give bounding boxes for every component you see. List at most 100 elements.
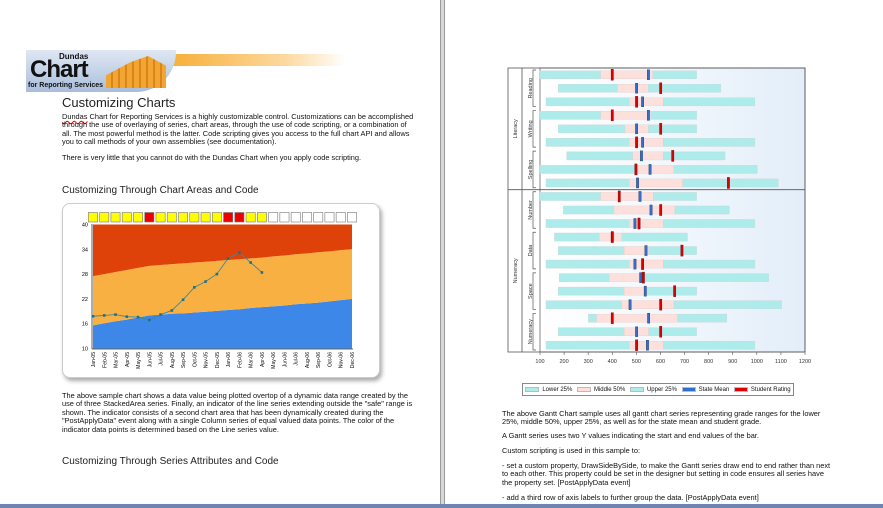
student-rating-marker: [659, 123, 663, 135]
indicator-yellow: [245, 212, 256, 223]
lower-25-bar: [539, 111, 601, 120]
upper-25-bar: [674, 205, 730, 215]
legend-label: Upper 25%: [646, 386, 677, 393]
category-label: Reading: [528, 78, 534, 99]
upper-25-bar: [663, 340, 756, 350]
indicator-yellow: [257, 212, 267, 223]
student-rating-marker: [610, 69, 614, 81]
middle-50-bar: [609, 273, 642, 282]
middle-50-bar: [596, 313, 678, 323]
lower-25-bar: [545, 138, 630, 147]
legend-item: Student Rating: [733, 386, 791, 393]
category-bracket: [532, 231, 536, 270]
upper-25-bar: [648, 124, 697, 134]
middle-50-bar: [629, 97, 664, 107]
line-point: [226, 257, 230, 260]
x-tick-label: Jan-05: [91, 352, 97, 368]
window-bottom-bar: [0, 504, 883, 508]
state-mean-marker: [635, 326, 638, 337]
upper-25-bar: [646, 286, 697, 296]
x-tick-label: Nov-06: [339, 352, 345, 368]
indicator-yellow: [211, 212, 222, 223]
line-point: [193, 286, 196, 289]
legend-swatch: [681, 387, 696, 392]
state-mean-marker: [641, 137, 644, 148]
upper-25-bar: [663, 97, 756, 107]
student-rating-marker: [659, 326, 663, 338]
state-mean-marker: [647, 69, 650, 80]
lower-25-bar: [545, 219, 630, 228]
category-bracket: [532, 313, 536, 351]
x-tick-label: 400: [608, 359, 617, 365]
upper-25-bar: [663, 259, 756, 269]
lower-25-bar: [558, 286, 625, 296]
indicator-red: [223, 212, 234, 223]
student-rating-marker: [680, 244, 684, 257]
section-heading-series-attributes: Customizing Through Series Attributes an…: [62, 456, 279, 467]
x-tick-label: Mar-05: [114, 352, 120, 368]
state-mean-marker: [633, 258, 637, 270]
gantt-description: The above Gantt Chart sample uses all ga…: [502, 409, 821, 427]
indicator-yellow: [189, 212, 200, 223]
legend-item: Upper 25%: [629, 386, 677, 393]
line-point: [125, 315, 129, 318]
legend-label: State Mean: [698, 386, 730, 393]
indicator-white: [279, 212, 290, 223]
line-point: [170, 309, 174, 312]
legend-swatch: [629, 387, 644, 392]
x-tick-label: 1000: [751, 359, 763, 365]
lower-25-bar: [559, 273, 610, 282]
lower-25-bar: [545, 97, 630, 107]
line-point: [136, 315, 140, 319]
upper-25-bar: [677, 313, 727, 323]
state-mean-marker: [649, 204, 653, 216]
category-label: Writing: [528, 120, 534, 137]
student-rating-marker: [617, 190, 621, 203]
area-chart: 10 16 22 28 34 40 Jan-05 Feb-05 Mar-05 Apr-05 May-…: [82, 212, 357, 369]
lower-25-bar: [545, 340, 630, 350]
dundas-chart-logo: Dundas Chart for Reporting Services: [26, 50, 346, 92]
category-bracket: [532, 110, 536, 148]
indicator-yellow: [155, 212, 166, 223]
legend-label: Student Rating: [750, 386, 791, 393]
state-mean-marker: [636, 177, 639, 189]
scripting-paragraph: There is very little that you cannot do …: [62, 153, 362, 162]
lower-25-bar: [558, 124, 626, 134]
lower-25-bar: [563, 205, 615, 215]
state-mean-marker: [635, 83, 638, 94]
upper-25-bar: [682, 178, 779, 188]
indicator-white: [335, 212, 346, 223]
upper-25-bar: [663, 219, 756, 228]
state-mean-marker: [635, 123, 638, 135]
area-series-high: [93, 224, 352, 277]
lower-25-bar: [539, 192, 601, 201]
x-tick-label: 300: [584, 359, 593, 365]
spell-word: Dundas: [62, 112, 88, 121]
state-mean-marker: [646, 340, 649, 351]
indicator-yellow: [110, 212, 121, 223]
student-rating-marker: [610, 231, 614, 243]
category-label: Numeracy: [528, 319, 534, 344]
middle-50-bar: [637, 165, 675, 174]
lower-25-bar: [566, 151, 633, 161]
state-mean-marker: [639, 272, 643, 283]
student-rating-marker: [610, 109, 614, 122]
lower-25-bar: [588, 313, 597, 323]
y-tick-label: 16: [82, 322, 88, 328]
x-tick-label: Sep-05: [181, 352, 187, 368]
student-rating-marker: [671, 150, 675, 162]
scripting-intro-text: Custom scripting is used in this sample …: [502, 446, 641, 455]
category-label: Number: [528, 200, 534, 220]
student-rating-marker: [673, 285, 677, 297]
indicator-white: [347, 212, 357, 223]
indicator-yellow: [88, 212, 98, 223]
x-tick-label: 1200: [799, 359, 811, 365]
value-line: [92, 252, 263, 321]
page-gap: [441, 0, 444, 508]
upper-25-bar: [648, 246, 697, 255]
state-mean-marker: [644, 245, 648, 256]
lower-25-bar: [539, 70, 601, 80]
upper-25-bar: [673, 300, 782, 309]
x-tick-label: Apr-05: [125, 352, 131, 367]
state-mean-marker: [633, 218, 637, 229]
